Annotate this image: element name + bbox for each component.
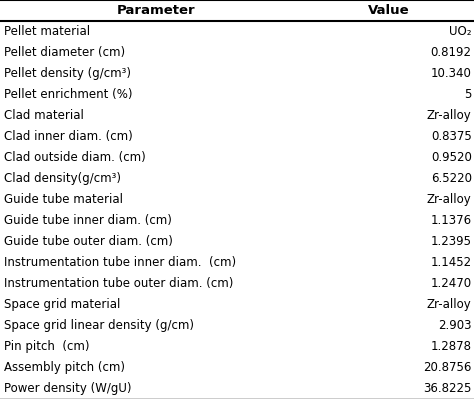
Text: 1.1376: 1.1376 xyxy=(430,214,472,227)
Text: 10.340: 10.340 xyxy=(431,67,472,80)
Text: Space grid linear density (g/cm): Space grid linear density (g/cm) xyxy=(4,319,194,332)
Text: Value: Value xyxy=(368,4,410,17)
Text: Clad material: Clad material xyxy=(4,109,84,122)
Text: Instrumentation tube outer diam. (cm): Instrumentation tube outer diam. (cm) xyxy=(4,277,233,290)
Text: 20.8756: 20.8756 xyxy=(423,361,472,374)
Text: 0.8192: 0.8192 xyxy=(431,46,472,59)
Text: Parameter: Parameter xyxy=(117,4,196,17)
Text: 1.2470: 1.2470 xyxy=(430,277,472,290)
Text: 0.9520: 0.9520 xyxy=(431,151,472,164)
Text: Pellet material: Pellet material xyxy=(4,25,90,38)
Text: Zr-alloy: Zr-alloy xyxy=(427,298,472,311)
Text: 6.5220: 6.5220 xyxy=(431,172,472,185)
Text: Zr-alloy: Zr-alloy xyxy=(427,193,472,206)
Text: 1.2395: 1.2395 xyxy=(431,235,472,248)
Text: UO₂: UO₂ xyxy=(449,25,472,38)
Text: Pellet diameter (cm): Pellet diameter (cm) xyxy=(4,46,125,59)
Text: Assembly pitch (cm): Assembly pitch (cm) xyxy=(4,361,125,374)
Text: Guide tube material: Guide tube material xyxy=(4,193,123,206)
Text: 36.8225: 36.8225 xyxy=(423,382,472,395)
Text: Guide tube outer diam. (cm): Guide tube outer diam. (cm) xyxy=(4,235,173,248)
Text: 1.2878: 1.2878 xyxy=(431,340,472,353)
Text: Guide tube inner diam. (cm): Guide tube inner diam. (cm) xyxy=(4,214,172,227)
Text: Clad inner diam. (cm): Clad inner diam. (cm) xyxy=(4,130,133,143)
Text: Pellet density (g/cm³): Pellet density (g/cm³) xyxy=(4,67,131,80)
Text: Zr-alloy: Zr-alloy xyxy=(427,109,472,122)
Text: Clad density(g/cm³): Clad density(g/cm³) xyxy=(4,172,121,185)
Text: Space grid material: Space grid material xyxy=(4,298,120,311)
Text: Pellet enrichment (%): Pellet enrichment (%) xyxy=(4,88,132,101)
Text: Instrumentation tube inner diam.  (cm): Instrumentation tube inner diam. (cm) xyxy=(4,256,236,269)
Text: 1.1452: 1.1452 xyxy=(430,256,472,269)
Text: Power density (W/gU): Power density (W/gU) xyxy=(4,382,131,395)
Text: 0.8375: 0.8375 xyxy=(431,130,472,143)
Text: Clad outside diam. (cm): Clad outside diam. (cm) xyxy=(4,151,146,164)
Text: Pin pitch  (cm): Pin pitch (cm) xyxy=(4,340,89,353)
Text: 2.903: 2.903 xyxy=(438,319,472,332)
Text: 5: 5 xyxy=(464,88,472,101)
